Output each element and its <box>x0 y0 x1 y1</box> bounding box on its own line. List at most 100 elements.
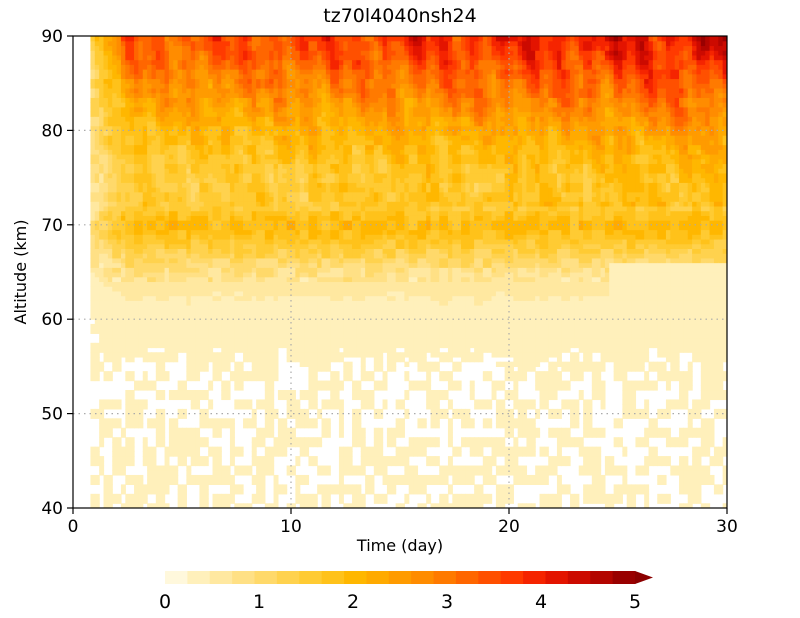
heat-cell <box>160 59 166 65</box>
heat-cell <box>269 59 275 65</box>
heat-cell <box>99 116 105 122</box>
heat-cell <box>347 484 353 490</box>
heat-cell <box>312 361 318 367</box>
heat-cell <box>243 69 248 75</box>
heat-cell <box>338 144 344 150</box>
heat-cell <box>142 300 148 306</box>
heat-cell <box>286 177 292 183</box>
heat-cell <box>199 347 205 353</box>
heat-cell <box>90 182 96 188</box>
heat-cell <box>94 69 100 75</box>
heat-cell <box>173 319 179 325</box>
heat-cell <box>282 295 288 301</box>
heat-cell <box>103 305 109 311</box>
heat-cell <box>269 272 275 278</box>
heat-cell <box>334 36 340 42</box>
heat-cell <box>177 342 183 349</box>
heat-cell <box>234 78 240 84</box>
heat-cell <box>343 276 349 283</box>
heat-cell <box>90 243 96 249</box>
heat-cell <box>234 92 240 98</box>
heat-cell <box>208 479 214 485</box>
heat-cell <box>247 40 253 47</box>
heat-cell <box>286 135 292 141</box>
heat-cell <box>273 83 279 89</box>
heat-cell <box>291 267 296 273</box>
heat-cell <box>199 73 205 80</box>
heat-cell <box>199 413 205 419</box>
heat-cell <box>99 272 105 278</box>
heat-cell <box>299 125 305 131</box>
heat-cell <box>103 196 109 202</box>
heat-cell <box>286 106 292 113</box>
heat-cell <box>125 45 131 51</box>
heat-cell <box>343 83 349 89</box>
heat-cell <box>277 172 283 179</box>
heat-cell <box>173 272 179 278</box>
heat-cell <box>299 205 305 212</box>
heat-cell <box>343 361 349 367</box>
heat-cell <box>229 276 235 283</box>
heat-cell <box>269 139 275 146</box>
heat-cell <box>256 154 262 160</box>
heat-cell <box>234 262 240 268</box>
heat-cell <box>229 191 235 198</box>
heat-cell <box>160 441 166 448</box>
heat-cell <box>138 243 144 249</box>
heat-cell <box>107 257 113 264</box>
heat-cell <box>282 309 288 316</box>
heat-cell <box>304 390 310 396</box>
heat-cell <box>273 493 279 500</box>
heat-cell <box>216 234 222 240</box>
heat-cell <box>129 83 135 89</box>
heat-cell <box>94 238 100 245</box>
heat-cell <box>151 356 157 363</box>
heat-cell <box>199 437 205 443</box>
heat-cell <box>142 267 148 273</box>
heat-cell <box>216 474 222 481</box>
heat-cell <box>269 314 275 320</box>
heat-cell <box>120 323 126 330</box>
heat-cell <box>212 479 218 485</box>
heat-cell <box>177 380 183 386</box>
heat-cell <box>186 205 192 212</box>
heat-cell <box>116 238 122 245</box>
heat-cell <box>212 73 218 80</box>
heat-cell <box>116 295 122 301</box>
heat-cell <box>208 69 214 75</box>
heat-cell <box>90 347 96 353</box>
heat-cell <box>195 323 201 330</box>
heat-cell <box>155 290 161 297</box>
heat-cell <box>273 342 279 349</box>
heat-cell <box>164 328 170 334</box>
heat-cell <box>343 489 349 495</box>
heat-cell <box>125 371 131 377</box>
heat-cell <box>125 503 131 508</box>
heat-cell <box>107 272 113 278</box>
heat-cell <box>308 69 314 75</box>
heat-cell <box>134 408 139 415</box>
heat-cell <box>94 295 100 301</box>
heat-cell <box>155 489 161 495</box>
heat-cell <box>330 290 336 297</box>
heat-cell <box>330 111 336 117</box>
heat-cell <box>338 238 344 245</box>
heat-cell <box>317 73 323 80</box>
heat-cell <box>182 262 187 268</box>
heat-cell <box>147 489 153 495</box>
heat-cell <box>225 83 231 89</box>
heat-cell <box>147 196 153 202</box>
heat-cell <box>277 342 283 349</box>
heat-cell <box>203 300 209 306</box>
heat-cell <box>264 342 270 349</box>
heat-cell <box>334 484 340 490</box>
heat-cell <box>260 465 266 471</box>
heat-cell <box>251 201 257 207</box>
heat-cell <box>225 163 231 169</box>
heat-cell <box>269 342 275 349</box>
heat-cell <box>138 408 144 415</box>
heat-cell <box>90 234 96 240</box>
heat-cell <box>134 300 139 306</box>
heat-cell <box>225 144 231 150</box>
heat-cell <box>247 423 253 429</box>
